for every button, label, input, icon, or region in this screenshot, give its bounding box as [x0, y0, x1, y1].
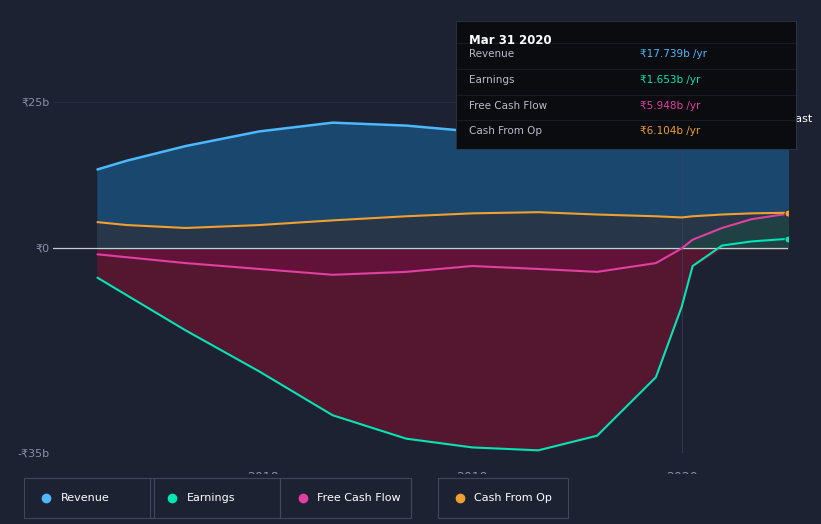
Text: Past: Past	[790, 114, 813, 124]
Text: Revenue: Revenue	[61, 493, 109, 503]
Text: ₹5.948b /yr: ₹5.948b /yr	[640, 101, 700, 111]
Text: Free Cash Flow: Free Cash Flow	[317, 493, 401, 503]
Text: 2018: 2018	[247, 471, 278, 484]
Text: Earnings: Earnings	[186, 493, 235, 503]
Text: -₹35b: -₹35b	[17, 448, 50, 458]
Text: 2019: 2019	[456, 471, 488, 484]
Text: 2020: 2020	[666, 471, 698, 484]
Text: ₹25b: ₹25b	[21, 97, 50, 107]
Text: Cash From Op: Cash From Op	[475, 493, 553, 503]
Text: Mar 31 2020: Mar 31 2020	[470, 34, 552, 47]
Text: Free Cash Flow: Free Cash Flow	[470, 101, 548, 111]
Text: ₹1.653b /yr: ₹1.653b /yr	[640, 75, 700, 85]
Text: ₹0: ₹0	[35, 244, 50, 254]
Text: Earnings: Earnings	[470, 75, 515, 85]
Text: Revenue: Revenue	[470, 49, 515, 59]
Text: ₹17.739b /yr: ₹17.739b /yr	[640, 49, 707, 59]
Text: ₹6.104b /yr: ₹6.104b /yr	[640, 126, 699, 136]
Text: Cash From Op: Cash From Op	[470, 126, 543, 136]
